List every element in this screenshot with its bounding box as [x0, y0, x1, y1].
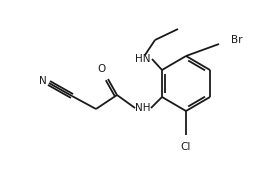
Text: NH: NH — [135, 103, 151, 113]
Text: Br: Br — [231, 35, 243, 45]
Text: N: N — [39, 76, 47, 86]
Text: O: O — [98, 64, 106, 74]
Text: HN: HN — [135, 54, 151, 64]
Text: Cl: Cl — [181, 142, 191, 152]
